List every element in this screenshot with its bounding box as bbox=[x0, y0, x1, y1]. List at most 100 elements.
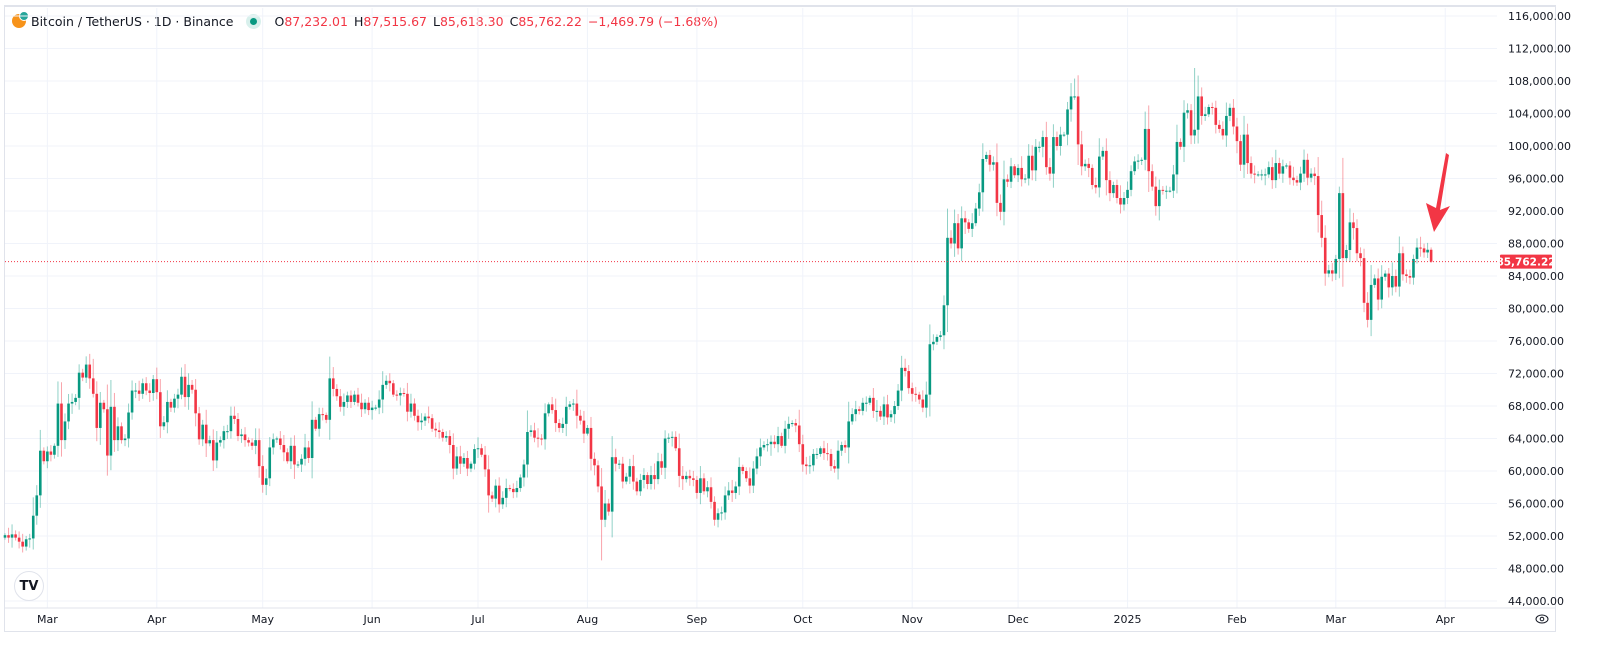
candle-up[interactable] bbox=[985, 151, 988, 162]
candle-down[interactable] bbox=[233, 406, 236, 425]
candle-up[interactable] bbox=[893, 400, 896, 424]
candle-down[interactable] bbox=[148, 383, 152, 402]
candle-up[interactable] bbox=[201, 419, 204, 447]
candle-up[interactable] bbox=[1143, 111, 1147, 171]
candle-up[interactable] bbox=[141, 378, 144, 399]
candle-down[interactable] bbox=[1401, 246, 1405, 281]
candle-down[interactable] bbox=[324, 412, 328, 424]
candle-down[interactable] bbox=[349, 390, 353, 409]
candle-down[interactable] bbox=[1295, 175, 1299, 186]
candle-down[interactable] bbox=[1189, 104, 1193, 145]
candle-up[interactable] bbox=[670, 431, 674, 447]
candle-up[interactable] bbox=[1158, 179, 1161, 221]
candle-up[interactable] bbox=[363, 399, 367, 414]
candle-up[interactable] bbox=[1052, 124, 1055, 188]
candle-down[interactable] bbox=[211, 429, 215, 471]
candle-down[interactable] bbox=[1341, 157, 1345, 287]
candle-up[interactable] bbox=[1165, 185, 1168, 199]
candle-down[interactable] bbox=[1323, 225, 1327, 286]
candle-down[interactable] bbox=[702, 473, 706, 495]
candle-down[interactable] bbox=[1030, 145, 1034, 181]
candle-up[interactable] bbox=[109, 380, 113, 471]
candle-down[interactable] bbox=[822, 440, 826, 460]
candle-up[interactable] bbox=[444, 431, 448, 442]
candle-down[interactable] bbox=[554, 398, 557, 432]
candle-down[interactable] bbox=[1278, 157, 1281, 179]
candle-up[interactable] bbox=[752, 461, 755, 493]
candle-up[interactable] bbox=[992, 156, 995, 171]
candle-down[interactable] bbox=[1090, 164, 1094, 190]
candle-up[interactable] bbox=[1309, 168, 1313, 183]
candle-up[interactable] bbox=[847, 401, 850, 464]
candle-down[interactable] bbox=[1422, 243, 1426, 258]
candle-down[interactable] bbox=[480, 443, 483, 458]
candle-down[interactable] bbox=[1115, 179, 1119, 204]
candle-up[interactable] bbox=[1112, 181, 1115, 198]
candle-up[interactable] bbox=[1242, 115, 1246, 178]
candle-up[interactable] bbox=[977, 183, 981, 216]
candle-up[interactable] bbox=[854, 400, 858, 422]
candle-up[interactable] bbox=[755, 448, 759, 475]
candle-up[interactable] bbox=[628, 458, 632, 484]
candle-down[interactable] bbox=[582, 410, 586, 444]
candle-down[interactable] bbox=[621, 456, 625, 489]
candle-up[interactable] bbox=[1207, 104, 1211, 118]
candle-down[interactable] bbox=[1249, 156, 1253, 179]
candle-up[interactable] bbox=[229, 406, 233, 439]
candle-up[interactable] bbox=[522, 459, 526, 487]
candle-up[interactable] bbox=[1034, 139, 1038, 182]
candle-up[interactable] bbox=[215, 431, 219, 469]
candle-up[interactable] bbox=[151, 374, 155, 401]
candle-down[interactable] bbox=[829, 448, 833, 471]
candle-down[interactable] bbox=[660, 453, 663, 475]
candle-up[interactable] bbox=[865, 396, 868, 412]
candle-up[interactable] bbox=[529, 425, 533, 437]
candle-up[interactable] bbox=[1338, 186, 1341, 279]
candle-up[interactable] bbox=[423, 413, 427, 426]
candle-down[interactable] bbox=[917, 391, 921, 405]
candle-up[interactable] bbox=[1059, 126, 1062, 156]
candle-down[interactable] bbox=[1362, 248, 1366, 313]
candle-down[interactable] bbox=[1020, 156, 1023, 187]
candle-up[interactable] bbox=[624, 472, 628, 485]
candle-up[interactable] bbox=[1101, 146, 1105, 160]
candle-up[interactable] bbox=[543, 403, 547, 450]
candle-down[interactable] bbox=[579, 409, 582, 425]
candle-down[interactable] bbox=[257, 428, 261, 478]
candle-up[interactable] bbox=[734, 481, 738, 499]
symbol-title[interactable]: Bitcoin / TetherUS · 1D · Binance bbox=[31, 13, 234, 29]
candle-up[interactable] bbox=[787, 416, 790, 439]
candle-up[interactable] bbox=[271, 433, 275, 455]
candle-down[interactable] bbox=[607, 498, 610, 516]
candle-up[interactable] bbox=[617, 459, 621, 469]
candle-down[interactable] bbox=[331, 367, 335, 397]
candle-up[interactable] bbox=[39, 429, 42, 508]
candle-down[interactable] bbox=[910, 382, 914, 402]
candle-up[interactable] bbox=[699, 466, 702, 505]
candle-down[interactable] bbox=[557, 419, 561, 433]
candle-up[interactable] bbox=[610, 436, 614, 538]
candle-up[interactable] bbox=[134, 382, 137, 399]
candle-up[interactable] bbox=[1263, 168, 1267, 186]
candle-up[interactable] bbox=[586, 425, 589, 436]
candle-up[interactable] bbox=[519, 474, 522, 492]
candle-down[interactable] bbox=[1200, 87, 1203, 125]
candle-up[interactable] bbox=[53, 443, 56, 459]
candle-down[interactable] bbox=[1006, 174, 1009, 188]
candle-down[interactable] bbox=[1150, 164, 1154, 191]
candle-down[interactable] bbox=[748, 467, 752, 494]
candle-up[interactable] bbox=[469, 461, 473, 473]
candle-down[interactable] bbox=[60, 382, 63, 457]
candle-up[interactable] bbox=[875, 400, 879, 422]
candle-down[interactable] bbox=[490, 491, 494, 503]
candle-down[interactable] bbox=[49, 445, 53, 462]
candle-down[interactable] bbox=[261, 455, 264, 493]
candle-down[interactable] bbox=[540, 434, 543, 446]
candle-up[interactable] bbox=[63, 413, 67, 449]
candle-down[interactable] bbox=[406, 382, 409, 422]
candle-down[interactable] bbox=[1210, 102, 1214, 115]
candle-down[interactable] bbox=[183, 364, 187, 407]
candle-down[interactable] bbox=[339, 388, 342, 412]
candle-up[interactable] bbox=[35, 485, 39, 525]
candle-down[interactable] bbox=[797, 409, 801, 453]
